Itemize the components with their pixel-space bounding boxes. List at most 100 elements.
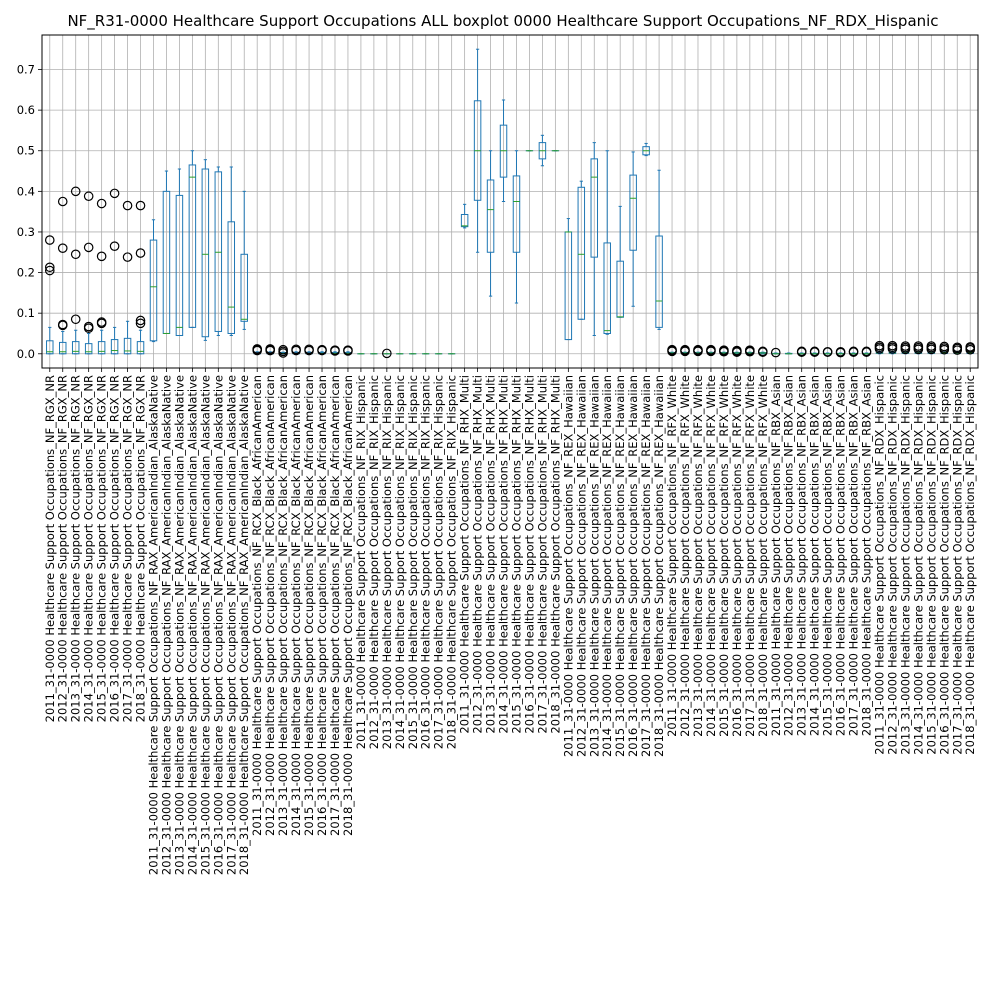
outlier-point bbox=[667, 344, 677, 355]
outlier-point bbox=[887, 340, 898, 351]
box-group bbox=[784, 352, 793, 355]
y-tick-label: 0.5 bbox=[17, 144, 35, 158]
outlier-point bbox=[913, 341, 924, 351]
x-tick-label: 2012_31-0000 Healthcare Support Occupati… bbox=[678, 375, 692, 737]
box-group bbox=[278, 344, 288, 358]
box-iqr bbox=[201, 168, 210, 338]
box-group bbox=[874, 340, 885, 355]
outlier-point bbox=[939, 341, 950, 352]
box-group bbox=[499, 99, 508, 202]
box-group bbox=[900, 341, 911, 355]
x-tick-label: 2016_31-0000 Healthcare Support Occupati… bbox=[315, 375, 329, 836]
outlier-point bbox=[848, 346, 859, 357]
x-tick-label: 2017_31-0000 Healthcare Support Occupati… bbox=[743, 375, 757, 737]
box-group bbox=[304, 344, 314, 356]
x-tick-label: 2014_31-0000 Healthcare Support Occupati… bbox=[185, 375, 199, 875]
x-tick-label: 2017_31-0000 Healthcare Support Occupati… bbox=[224, 375, 238, 875]
x-tick-label: 2014_31-0000 Healthcare Support Occupati… bbox=[911, 375, 925, 755]
x-tick-label: 2011_31-0000 Healthcare Support Occupati… bbox=[769, 375, 783, 736]
x-tick-label: 2018_31-0000 Healthcare Support Occupati… bbox=[548, 375, 562, 734]
outlier-point bbox=[965, 342, 976, 352]
box-iqr bbox=[110, 339, 119, 355]
x-tick-label: 2013_31-0000 Healthcare Support Occupati… bbox=[691, 375, 705, 737]
box-iqr bbox=[136, 341, 145, 355]
outlier-point bbox=[70, 249, 81, 260]
box-iqr bbox=[577, 186, 586, 320]
box-iqr bbox=[188, 164, 197, 328]
x-tick-label: 2013_31-0000 Healthcare Support Occupati… bbox=[795, 375, 809, 736]
outlier-point bbox=[770, 347, 781, 358]
x-tick-label: 2016_31-0000 Healthcare Support Occupati… bbox=[211, 375, 225, 875]
x-tick-label: 2012_31-0000 Healthcare Support Occupati… bbox=[367, 375, 381, 749]
outlier-point bbox=[70, 186, 81, 197]
box-group bbox=[835, 346, 846, 358]
x-tick-label: 2012_31-0000 Healthcare Support Occupati… bbox=[782, 375, 796, 736]
box-group bbox=[83, 191, 94, 355]
box-iqr bbox=[629, 174, 637, 251]
box-iqr bbox=[123, 337, 132, 355]
x-tick-label: 2013_31-0000 Healthcare Support Occupati… bbox=[172, 375, 186, 875]
x-tick-label: 2018_31-0000 Healthcare Support Occupati… bbox=[860, 375, 874, 736]
x-tick-label: 2011_31-0000 Healthcare Support Occupati… bbox=[146, 375, 160, 875]
y-tick-label: 0.1 bbox=[17, 306, 35, 320]
x-tick-label: 2012_31-0000 Healthcare Support Occupati… bbox=[471, 375, 485, 734]
box-group bbox=[57, 196, 68, 355]
x-tick-label: 2017_31-0000 Healthcare Support Occupati… bbox=[535, 375, 549, 734]
outlier-point bbox=[135, 248, 146, 258]
box-group bbox=[577, 180, 586, 320]
box-group bbox=[861, 346, 872, 357]
box-group bbox=[473, 48, 482, 253]
box-group bbox=[122, 200, 133, 355]
x-tick-label: 2015_31-0000 Healthcare Support Occupati… bbox=[924, 375, 938, 755]
x-tick-label: 2014_31-0000 Healthcare Support Occupati… bbox=[808, 375, 822, 736]
outlier-point bbox=[122, 200, 133, 211]
outlier-point bbox=[304, 344, 314, 355]
box-group bbox=[149, 219, 158, 343]
box-iqr bbox=[46, 340, 54, 355]
x-tick-label: 2012_31-0000 Healthcare Support Occupati… bbox=[263, 375, 277, 836]
x-tick-label: 2012_31-0000 Healthcare Support Occupati… bbox=[56, 375, 70, 722]
outlier-point bbox=[732, 345, 742, 356]
x-tick-label: 2012_31-0000 Healthcare Support Occupati… bbox=[885, 375, 899, 755]
outlier-point bbox=[265, 344, 275, 354]
box-group bbox=[680, 344, 690, 357]
outlier-point bbox=[291, 344, 301, 355]
outlier-point bbox=[382, 348, 392, 359]
box-group bbox=[96, 198, 107, 355]
x-tick-label: 2011_31-0000 Healthcare Support Occupati… bbox=[665, 375, 679, 737]
x-tick-label: 2014_31-0000 Healthcare Support Occupati… bbox=[497, 375, 511, 734]
box-group bbox=[460, 203, 469, 229]
outlier-point bbox=[330, 345, 340, 355]
outlier-point bbox=[719, 345, 729, 355]
box-group bbox=[822, 346, 833, 357]
outlier-point bbox=[83, 191, 94, 202]
box-group bbox=[603, 150, 611, 335]
x-tick-label: 2017_31-0000 Healthcare Support Occupati… bbox=[639, 375, 653, 757]
x-tick-label: 2016_31-0000 Healthcare Support Occupati… bbox=[834, 375, 848, 736]
x-tick-label: 2018_31-0000 Healthcare Support Occupati… bbox=[963, 375, 977, 755]
box-iqr bbox=[590, 158, 599, 258]
x-tick-label: 2011_31-0000 Healthcare Support Occupati… bbox=[561, 375, 575, 757]
box-group bbox=[913, 341, 924, 355]
box-group bbox=[939, 341, 950, 355]
outlier-point bbox=[135, 200, 146, 211]
box-group bbox=[564, 218, 573, 341]
x-tick-label: 2013_31-0000 Healthcare Support Occupati… bbox=[380, 375, 394, 749]
outlier-point bbox=[57, 319, 68, 330]
outlier-point bbox=[343, 345, 353, 355]
outlier-point bbox=[44, 265, 55, 276]
x-tick-label: 2017_31-0000 Healthcare Support Occupati… bbox=[950, 375, 964, 755]
x-tick-label: 2011_31-0000 Healthcare Support Occupati… bbox=[250, 375, 264, 836]
outlier-point bbox=[835, 346, 846, 357]
y-tick-label: 0.0 bbox=[17, 347, 35, 361]
outlier-point bbox=[252, 344, 263, 354]
box-iqr bbox=[512, 175, 521, 253]
outlier-point bbox=[96, 251, 107, 262]
x-tick-label: 2014_31-0000 Healthcare Support Occupati… bbox=[704, 375, 718, 737]
box-group bbox=[848, 346, 859, 357]
outlier-point bbox=[757, 346, 768, 357]
box-group bbox=[70, 186, 81, 355]
box-group bbox=[291, 344, 301, 356]
outlier-point bbox=[83, 321, 94, 332]
box-group bbox=[809, 346, 820, 357]
